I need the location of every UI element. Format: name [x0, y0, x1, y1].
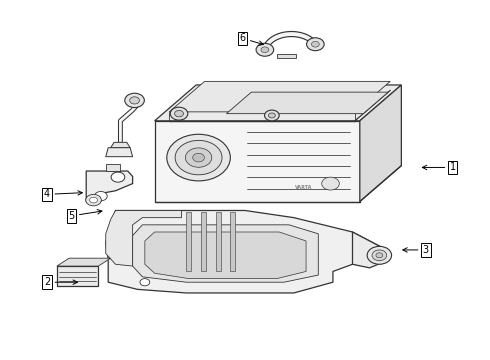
Circle shape [261, 47, 269, 53]
Polygon shape [106, 164, 121, 171]
Polygon shape [169, 81, 390, 112]
Polygon shape [155, 121, 360, 202]
Polygon shape [106, 211, 387, 293]
Circle shape [86, 194, 101, 206]
Circle shape [170, 107, 188, 120]
Circle shape [130, 97, 140, 104]
Circle shape [376, 253, 383, 258]
Text: 1: 1 [422, 162, 456, 172]
Circle shape [307, 38, 324, 51]
Text: VARTA: VARTA [295, 185, 312, 190]
Circle shape [125, 93, 145, 108]
Polygon shape [106, 211, 181, 266]
Polygon shape [133, 225, 318, 282]
Circle shape [322, 177, 339, 190]
Circle shape [193, 153, 204, 162]
Polygon shape [86, 171, 133, 202]
Text: 3: 3 [403, 245, 429, 255]
Polygon shape [155, 85, 401, 121]
Circle shape [167, 134, 230, 181]
Circle shape [185, 148, 212, 167]
Polygon shape [277, 54, 296, 58]
Text: 2: 2 [44, 277, 77, 287]
Polygon shape [57, 258, 111, 266]
Circle shape [95, 192, 107, 201]
Text: 5: 5 [69, 210, 102, 221]
Circle shape [174, 111, 183, 117]
Circle shape [367, 246, 392, 264]
Circle shape [256, 43, 274, 56]
Circle shape [90, 197, 98, 203]
Polygon shape [111, 142, 130, 148]
Circle shape [265, 110, 279, 121]
Polygon shape [201, 212, 206, 271]
Circle shape [175, 140, 222, 175]
Polygon shape [145, 232, 306, 279]
Text: 4: 4 [44, 189, 82, 199]
Polygon shape [230, 212, 235, 271]
Polygon shape [352, 232, 387, 268]
Circle shape [372, 250, 387, 261]
Circle shape [140, 279, 150, 286]
Polygon shape [216, 212, 220, 271]
Polygon shape [106, 148, 133, 157]
Circle shape [269, 113, 275, 118]
Polygon shape [226, 92, 388, 114]
Polygon shape [57, 266, 98, 286]
Circle shape [312, 41, 319, 47]
Circle shape [111, 172, 125, 182]
Polygon shape [186, 212, 191, 271]
Polygon shape [360, 85, 401, 202]
Text: 6: 6 [240, 33, 263, 45]
